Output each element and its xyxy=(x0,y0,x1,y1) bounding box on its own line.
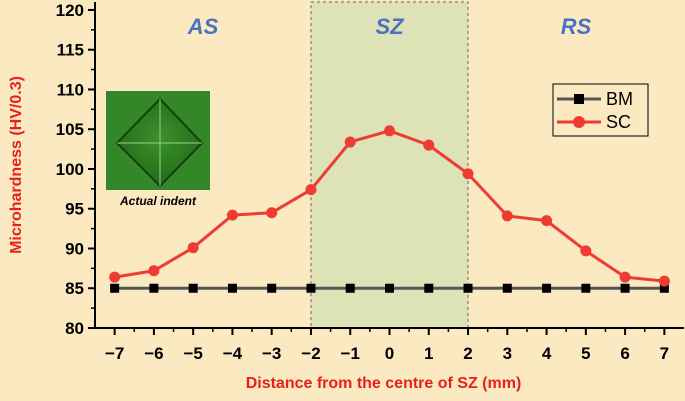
x-axis-ticks: −7 −6 −5 −4 −3 −2 −1 0 1 2 3 4 5 6 7 xyxy=(105,328,669,363)
x-tick-label: 7 xyxy=(660,344,669,363)
data-point-sc xyxy=(541,215,553,227)
x-tick-label: 3 xyxy=(503,344,512,363)
data-point-sc xyxy=(305,184,317,196)
data-point-sc xyxy=(226,209,238,221)
region-label-sz: SZ xyxy=(375,14,405,39)
data-point-sc xyxy=(423,139,435,151)
data-point-bm xyxy=(345,283,355,293)
data-point-sc xyxy=(344,136,356,148)
x-tick-label: −7 xyxy=(105,344,124,363)
data-point-bm xyxy=(463,283,473,293)
y-tick-label: 100 xyxy=(56,160,84,179)
data-point-bm xyxy=(424,283,434,293)
data-point-sc xyxy=(501,210,513,222)
y-tick-label: 110 xyxy=(57,80,84,99)
y-tick-label: 90 xyxy=(65,239,84,258)
data-point-bm xyxy=(306,283,316,293)
x-tick-label: 5 xyxy=(581,344,590,363)
data-point-bm xyxy=(267,283,277,293)
x-tick-label: −5 xyxy=(183,344,202,363)
x-tick-label: −4 xyxy=(223,344,243,363)
x-axis-title: Distance from the centre of SZ (mm) xyxy=(246,375,522,392)
legend-label-bm: BM xyxy=(606,89,633,109)
y-axis-title: Microhardness (HV/0.3) xyxy=(8,76,25,254)
data-point-bm xyxy=(620,283,630,293)
data-point-sc xyxy=(109,271,121,283)
data-point-bm xyxy=(542,283,552,293)
data-point-sc xyxy=(619,271,631,283)
data-point-sc xyxy=(266,207,278,219)
y-tick-label: 85 xyxy=(65,279,84,298)
inset-caption: Actual indent xyxy=(119,194,197,208)
y-axis-ticks: 80 85 90 95 100 105 110 115 120 xyxy=(56,1,95,338)
legend-label-sc: SC xyxy=(606,112,631,132)
legend-box xyxy=(552,83,649,137)
legend-marker-bm xyxy=(574,94,584,104)
region-label-rs: RS xyxy=(561,14,592,39)
region-label-as: AS xyxy=(187,14,219,39)
series-layer xyxy=(109,125,670,293)
x-tick-label: 6 xyxy=(620,344,629,363)
data-point-sc xyxy=(148,265,160,277)
x-tick-label: 0 xyxy=(385,344,394,363)
y-tick-label: 115 xyxy=(57,41,84,60)
y-tick-label: 95 xyxy=(65,200,84,219)
data-point-bm xyxy=(149,283,159,293)
data-point-bm xyxy=(385,283,394,293)
data-point-bm xyxy=(227,283,237,293)
y-tick-label: 120 xyxy=(56,1,84,20)
x-tick-label: −2 xyxy=(301,344,320,363)
y-tick-label: 105 xyxy=(56,120,84,139)
y-tick-label: 80 xyxy=(65,319,84,338)
region-labels: AS SZ RS xyxy=(187,14,592,39)
data-point-sc xyxy=(658,275,670,287)
x-tick-label: −3 xyxy=(262,344,281,363)
data-point-bm xyxy=(659,283,669,293)
x-tick-label: 1 xyxy=(424,344,433,363)
data-point-sc xyxy=(580,245,592,257)
data-point-bm xyxy=(110,283,120,293)
sz-highlight-band xyxy=(310,1,469,329)
x-tick-label: −6 xyxy=(144,344,163,363)
indent-inset: Actual indent xyxy=(106,91,210,208)
x-tick-label: 4 xyxy=(542,344,552,363)
data-point-bm xyxy=(581,283,591,293)
data-point-sc xyxy=(462,168,474,180)
x-tick-label: −1 xyxy=(341,344,360,363)
x-tick-label: 2 xyxy=(463,344,472,363)
data-point-bm xyxy=(188,283,198,293)
legend-marker-sc xyxy=(573,116,585,128)
data-point-sc xyxy=(384,125,395,137)
data-point-sc xyxy=(187,242,199,254)
legend: BM SC xyxy=(552,83,649,137)
data-point-bm xyxy=(502,283,512,293)
